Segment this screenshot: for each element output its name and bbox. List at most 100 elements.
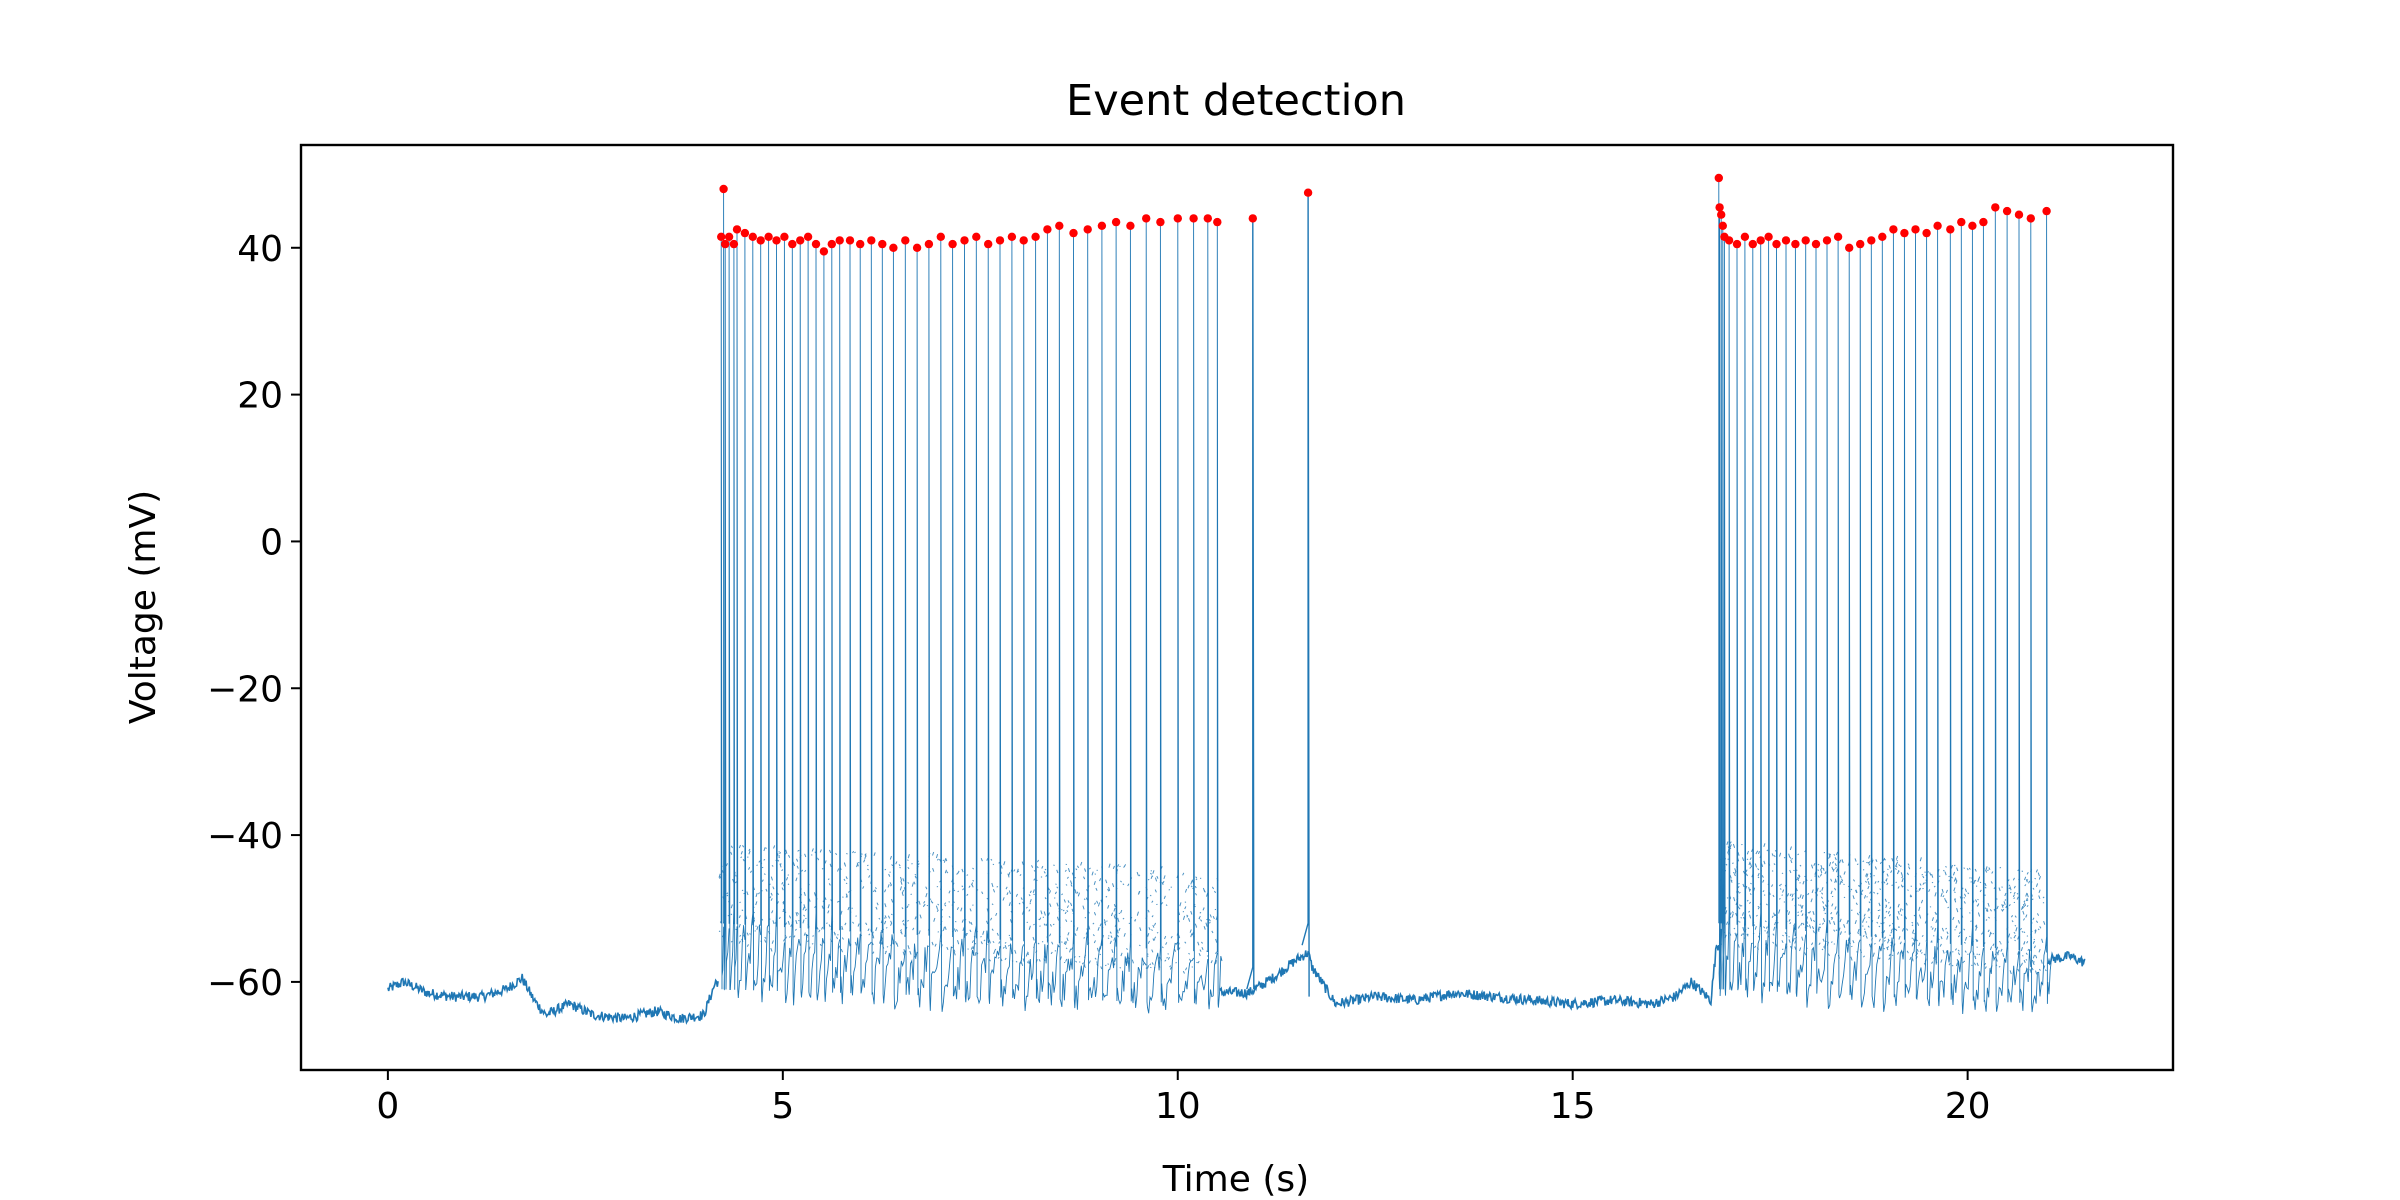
event-marker	[972, 232, 981, 241]
trace-burst	[1718, 177, 2052, 1015]
event-marker	[948, 239, 957, 249]
event-marker	[1889, 225, 1898, 234]
event-marker	[827, 239, 836, 249]
axes-frame	[299, 143, 2175, 1072]
trace-burst-band	[718, 844, 1219, 974]
event-marker	[2026, 214, 2036, 223]
event-marker	[960, 236, 969, 245]
voltage-trace	[387, 177, 2086, 1025]
event-marker	[1900, 228, 1909, 238]
event-marker	[780, 232, 789, 241]
event-marker	[1933, 221, 1942, 230]
event-marker	[995, 236, 1005, 245]
event-marker	[729, 239, 739, 249]
event-marker	[1031, 232, 1040, 241]
event-marker	[1732, 239, 1742, 249]
event-marker	[1189, 214, 1198, 223]
trace-isolated-spike	[1301, 192, 1310, 997]
event-marker	[803, 232, 813, 241]
trace-baseline-segment	[1218, 944, 1720, 1011]
x-tick-label: 0	[376, 1086, 399, 1127]
y-tick-label: 0	[260, 522, 283, 563]
event-marker	[1756, 236, 1765, 245]
event-marker	[796, 236, 805, 245]
event-marker	[867, 236, 876, 245]
event-marker	[721, 239, 730, 249]
event-marker	[1856, 239, 1865, 249]
event-marker	[1248, 214, 1258, 223]
event-marker	[1097, 221, 1107, 230]
event-marker	[1979, 217, 1988, 227]
event-marker	[936, 232, 945, 241]
event-marker	[717, 232, 726, 241]
x-axis-title: Time (s)	[1162, 1159, 1309, 1200]
y-tick-label: −60	[207, 963, 283, 1004]
event-marker	[732, 225, 742, 234]
event-marker	[901, 236, 910, 245]
event-marker	[1946, 225, 1955, 234]
event-marker	[1740, 232, 1750, 241]
event-marker	[912, 243, 922, 252]
y-tick-label: −20	[207, 669, 283, 710]
event-marker	[1991, 203, 2000, 212]
event-marker	[1303, 188, 1313, 197]
plot-area	[387, 173, 2086, 1025]
event-marker	[889, 243, 898, 252]
event-marker	[1911, 225, 1920, 234]
y-tick-label: 40	[237, 229, 283, 270]
event-marker	[2042, 206, 2051, 216]
event-marker	[1968, 221, 1977, 230]
event-marker	[1811, 239, 1821, 249]
event-marker	[1781, 236, 1791, 245]
event-marker	[1717, 210, 1726, 219]
event-marker	[1791, 239, 1800, 249]
event-marker	[1203, 214, 1213, 223]
event-marker	[1922, 228, 1931, 238]
event-marker	[756, 236, 765, 245]
chart-title: Event detection	[1066, 76, 1406, 126]
event-marker	[1867, 236, 1876, 245]
y-axis-title: Voltage (mV)	[123, 490, 164, 724]
event-marker	[1126, 221, 1135, 230]
event-marker	[1715, 203, 1724, 212]
event-marker	[856, 239, 865, 249]
event-marker	[1801, 236, 1810, 245]
event-marker	[1156, 217, 1165, 227]
event-marker	[1724, 236, 1734, 245]
event-marker	[1083, 225, 1092, 234]
event-marker	[1142, 214, 1151, 223]
event-marker	[878, 239, 887, 249]
event-marker	[1111, 217, 1121, 227]
trace-baseline-segment	[2047, 950, 2086, 967]
y-tick-label: −40	[207, 816, 283, 857]
x-tick-label: 20	[1945, 1086, 1991, 1127]
event-marker	[1043, 225, 1052, 234]
event-marker	[1772, 239, 1781, 249]
event-marker	[1069, 228, 1078, 238]
event-marker	[1748, 239, 1758, 249]
x-tick-label: 15	[1550, 1086, 1596, 1127]
event-marker	[740, 228, 750, 238]
event-marker	[1845, 243, 1854, 252]
x-axis: 0 5 10 15 20	[376, 1070, 1991, 1127]
event-marker	[748, 232, 757, 241]
event-marker	[1173, 214, 1183, 223]
event-marker	[2014, 210, 2024, 219]
event-marker	[1833, 232, 1843, 241]
x-tick-label: 10	[1155, 1086, 1201, 1127]
event-marker	[788, 239, 797, 249]
y-tick-label: 20	[237, 376, 283, 417]
trace-burst-band	[1718, 841, 2047, 975]
event-marker	[1213, 217, 1222, 227]
event-marker	[724, 232, 734, 241]
event-marker	[1007, 232, 1017, 241]
event-marker	[1878, 232, 1887, 241]
detected-events	[717, 173, 2051, 256]
event-marker	[1764, 232, 1773, 241]
event-marker	[719, 184, 728, 194]
y-axis: −60 −40 −20 0 20 40	[207, 229, 301, 1004]
event-marker	[1957, 217, 1966, 227]
event-marker	[811, 239, 821, 249]
